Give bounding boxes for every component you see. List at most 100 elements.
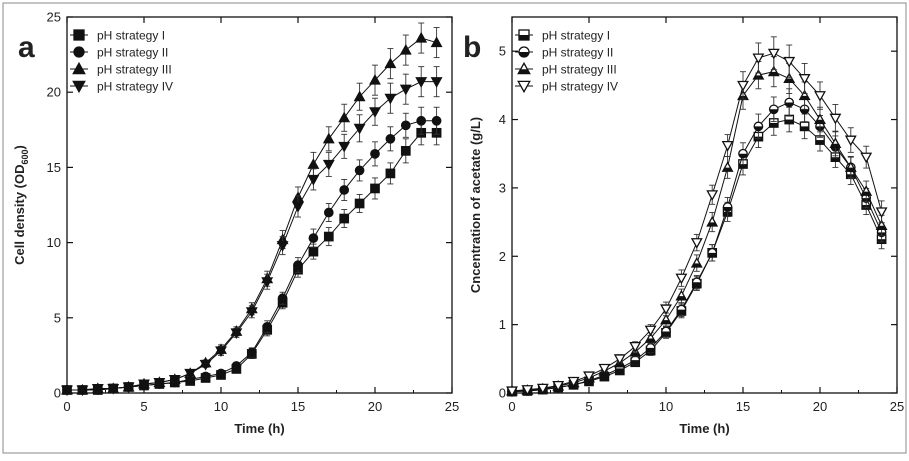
data-point <box>798 74 811 85</box>
data-point-half <box>615 368 624 373</box>
data-point <box>399 43 412 55</box>
data-point-half <box>692 282 701 287</box>
data-point <box>385 168 396 179</box>
y-tick-label: 0 <box>54 386 61 401</box>
data-point <box>385 133 396 144</box>
legend-label: pH strategy III <box>97 63 172 77</box>
legend-marker <box>517 80 531 94</box>
legend-label: pH strategy II <box>97 46 168 60</box>
data-point <box>76 385 89 397</box>
data-point-half <box>831 157 840 162</box>
x-tick-label: 10 <box>659 399 673 414</box>
data-point <box>567 376 580 388</box>
data-point <box>153 377 166 389</box>
data-point-half <box>676 296 687 300</box>
y-tick-label: 2 <box>499 249 506 264</box>
data-point <box>338 141 351 153</box>
legend-marker <box>73 46 85 58</box>
data-point <box>552 380 565 392</box>
data-point <box>168 374 181 386</box>
data-point <box>61 385 73 397</box>
data-point <box>184 368 197 380</box>
data-point-half <box>768 71 779 76</box>
data-point <box>307 174 320 186</box>
data-point-half <box>769 109 778 114</box>
legend-label: pH strategy I <box>542 29 610 43</box>
data-point-half <box>738 163 748 169</box>
legend-label: pH strategy III <box>542 63 617 77</box>
data-point <box>370 149 380 159</box>
data-point <box>276 241 289 252</box>
panel-b: 0 5 10 15 20 25 0 1 2 3 4 5 Time (h) Cncentration of … <box>463 16 904 436</box>
x-tick-label: 15 <box>736 399 750 414</box>
data-point <box>430 77 443 88</box>
data-point <box>277 293 288 304</box>
data-point <box>293 260 303 271</box>
series-2 <box>62 106 442 395</box>
y-tick-label: 3 <box>499 180 506 195</box>
y-tick-label: 25 <box>47 10 61 25</box>
data-point <box>122 382 135 394</box>
legend: pH strategy I pH strategy II pH strategy I… <box>515 29 618 94</box>
data-point <box>231 361 242 371</box>
data-point <box>690 238 703 249</box>
data-point <box>399 84 412 96</box>
data-point-half <box>646 347 655 353</box>
panel-letter: a <box>18 31 35 64</box>
data-point-half <box>815 140 825 145</box>
panel-a: 0 5 10 15 20 25 0 5 10 15 20 25 Time (h) Cell density… <box>12 10 459 437</box>
data-point <box>322 132 335 144</box>
data-point <box>292 201 304 213</box>
y-axis-title-main: Cell density (OD <box>12 164 27 264</box>
data-point <box>354 198 365 209</box>
data-point <box>216 368 226 379</box>
data-point-half <box>645 338 656 343</box>
data-point-half <box>738 153 748 158</box>
data-point <box>814 91 826 102</box>
legend-marker-half <box>519 52 529 57</box>
data-point <box>308 233 319 243</box>
legend-label: pH strategy IV <box>97 80 173 94</box>
data-point-half <box>799 95 810 100</box>
data-point-half <box>800 109 809 114</box>
data-point <box>430 36 443 48</box>
x-tick-label: 10 <box>214 399 228 414</box>
data-point-half <box>708 252 717 258</box>
data-point <box>369 73 381 85</box>
data-point <box>598 363 611 375</box>
data-point <box>261 277 274 288</box>
legend-marker <box>73 29 85 41</box>
data-point <box>875 207 888 219</box>
data-point <box>400 146 411 156</box>
data-point-half <box>661 331 671 336</box>
data-point-half <box>815 119 825 124</box>
x-tick-label: 0 <box>63 399 70 414</box>
data-point <box>339 185 350 195</box>
data-point <box>353 90 366 102</box>
data-point-half <box>784 78 795 83</box>
y-axis-title-main: Cncentration of acetate (g/L) <box>468 117 483 293</box>
data-point <box>416 115 427 126</box>
y-tick-label: 5 <box>499 44 506 59</box>
panel-letter: b <box>463 31 481 64</box>
data-point-half <box>691 263 702 267</box>
series-4 <box>506 36 888 398</box>
y-tick-label: 10 <box>47 235 61 250</box>
y-tick-label: 5 <box>54 310 61 325</box>
x-tick-label: 20 <box>813 399 827 414</box>
data-point-half <box>723 207 732 212</box>
series-line <box>511 52 883 392</box>
data-point-half <box>845 167 856 172</box>
data-point <box>323 207 334 218</box>
data-point <box>767 48 780 60</box>
data-point <box>752 53 765 65</box>
data-point <box>322 159 335 171</box>
y-tick-label: 0 <box>499 386 506 401</box>
data-point <box>384 57 397 69</box>
data-point-half <box>800 126 809 131</box>
data-point <box>536 383 549 395</box>
y-axis-title-tail: ) <box>12 145 27 149</box>
data-point <box>783 56 796 68</box>
